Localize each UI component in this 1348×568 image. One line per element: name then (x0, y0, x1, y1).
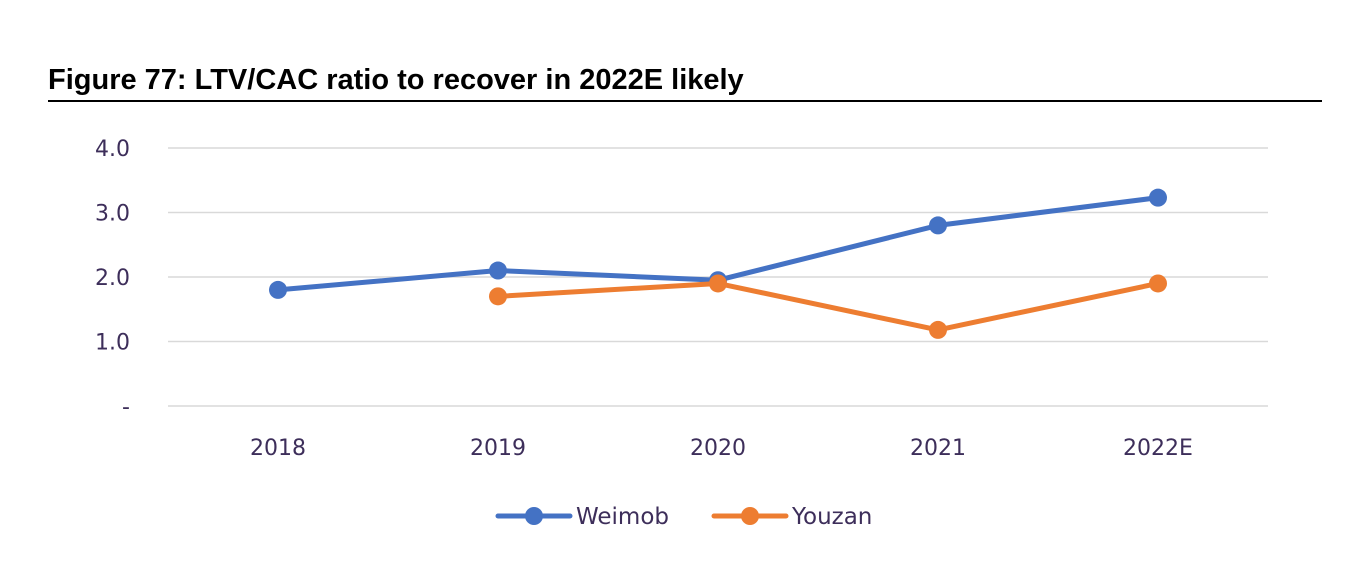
y-axis-ticks: - 1.0 2.0 3.0 4.0 (95, 137, 130, 420)
series-layer (269, 188, 1167, 339)
data-point (1149, 188, 1167, 207)
legend-item-weimob: Weimob (495, 504, 669, 530)
legend-label: Youzan (791, 504, 872, 530)
series-line (495, 280, 1161, 333)
data-point (709, 274, 727, 293)
data-point (489, 261, 507, 280)
y-tick-label: 2.0 (95, 266, 130, 291)
y-tick-label: - (122, 395, 130, 420)
data-point (269, 280, 287, 299)
x-tick-label: 2020 (690, 436, 746, 461)
legend-swatch-marker (741, 507, 759, 525)
x-tick-label: 2018 (250, 436, 306, 461)
x-axis-ticks: 2018 2019 2020 2021 2022E (250, 436, 1193, 461)
legend-item-youzan: Youzan (711, 504, 872, 530)
legend: Weimob Youzan (495, 504, 872, 530)
legend-swatch-marker (525, 507, 543, 525)
y-tick-label: 4.0 (95, 137, 130, 162)
series-youzan (489, 274, 1167, 339)
figure-title: Figure 77: LTV/CAC ratio to recover in 2… (48, 64, 744, 96)
title-rule (48, 100, 1322, 102)
legend-label: Weimob (576, 504, 669, 530)
data-point (929, 320, 947, 339)
x-tick-label: 2021 (910, 436, 966, 461)
data-point (1149, 274, 1167, 293)
data-point (489, 287, 507, 306)
x-tick-label: 2019 (470, 436, 526, 461)
y-tick-label: 1.0 (95, 331, 130, 356)
data-point (929, 216, 947, 235)
y-tick-label: 3.0 (95, 202, 130, 227)
x-tick-label: 2022E (1123, 436, 1193, 461)
